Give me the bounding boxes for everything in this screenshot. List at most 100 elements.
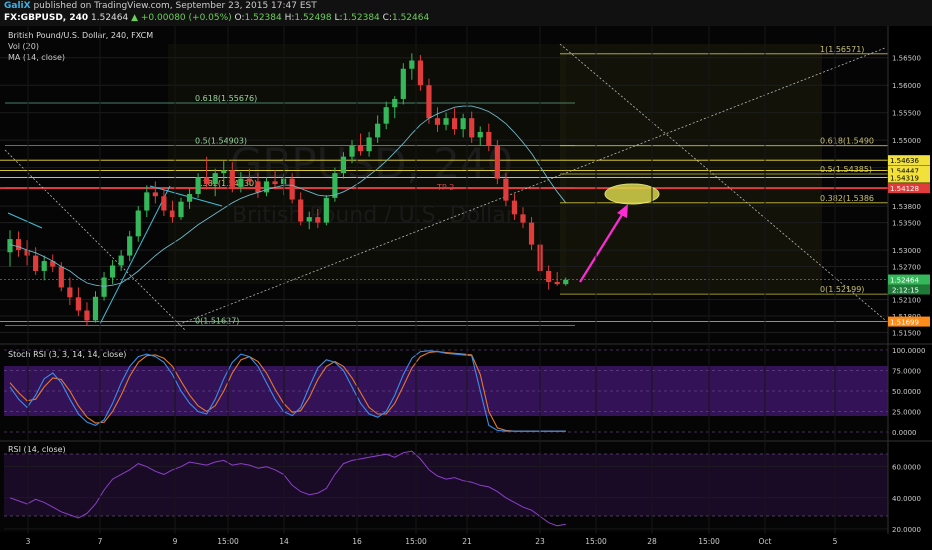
candle[interactable] xyxy=(392,96,398,119)
candle[interactable] xyxy=(75,287,81,317)
candle[interactable] xyxy=(144,185,150,218)
candle[interactable] xyxy=(92,291,99,323)
candle[interactable] xyxy=(84,302,90,326)
price-tag: 1.54447 xyxy=(888,165,930,176)
candle[interactable] xyxy=(7,230,13,267)
candlestick-series xyxy=(7,53,569,326)
candle[interactable] xyxy=(24,240,30,266)
candle[interactable] xyxy=(135,206,141,242)
candle[interactable] xyxy=(563,277,569,286)
price-tag: 1.54128 xyxy=(888,183,930,194)
candle[interactable] xyxy=(477,126,483,146)
candle[interactable] xyxy=(349,140,355,164)
candle[interactable] xyxy=(452,108,458,135)
close-value: 1.52464 xyxy=(391,13,430,23)
candle[interactable] xyxy=(503,173,509,207)
candle[interactable] xyxy=(212,168,218,197)
candle[interactable] xyxy=(494,140,500,185)
price-tick-label: 1.53800 xyxy=(892,203,921,211)
candle[interactable] xyxy=(400,63,406,105)
price-tick-label: 1.52700 xyxy=(892,264,921,272)
candle[interactable] xyxy=(272,170,278,190)
trendline-left[interactable] xyxy=(4,149,186,331)
trendline-up[interactable] xyxy=(174,47,886,327)
target-arrow[interactable] xyxy=(579,204,628,283)
candle[interactable] xyxy=(15,231,22,257)
channel-line-3[interactable] xyxy=(149,185,223,207)
stoch-tick-label: 50.0000 xyxy=(892,388,921,396)
svg-text:2:12:15: 2:12:15 xyxy=(892,287,919,295)
candle[interactable] xyxy=(375,115,381,143)
time-tick-label: 28 xyxy=(647,537,657,546)
price-tick-label: 1.53500 xyxy=(892,220,921,228)
open-label: O: xyxy=(234,13,245,23)
candle[interactable] xyxy=(417,54,423,91)
candle[interactable] xyxy=(289,173,295,204)
candle[interactable] xyxy=(383,101,389,130)
candle[interactable] xyxy=(426,78,432,124)
candle[interactable] xyxy=(298,192,304,226)
candle[interactable] xyxy=(357,133,364,156)
price-tag: 1.51699 xyxy=(888,316,930,327)
time-tick-label: 14 xyxy=(279,537,289,546)
candle[interactable] xyxy=(152,181,158,204)
candle[interactable] xyxy=(340,152,347,179)
candle[interactable] xyxy=(161,186,167,217)
candle[interactable] xyxy=(229,162,235,193)
time-tick-label: 9 xyxy=(173,537,178,546)
candle[interactable] xyxy=(186,188,193,209)
rsi-tick-label: 20.0000 xyxy=(892,526,921,534)
candle[interactable] xyxy=(409,53,415,80)
price-tag: 1.52464 xyxy=(888,274,930,285)
price-tick-label: 1.56500 xyxy=(892,55,921,63)
candle[interactable] xyxy=(169,200,176,223)
candle[interactable] xyxy=(323,195,329,226)
time-tick-label: 5 xyxy=(833,537,838,546)
price-pane[interactable] xyxy=(0,26,888,343)
candle[interactable] xyxy=(486,123,492,152)
low-label: L: xyxy=(334,13,343,23)
time-tick-label: 15:00 xyxy=(585,537,607,546)
symbol-label: FX:GBPUSD, 240 xyxy=(4,13,89,23)
candle[interactable] xyxy=(434,107,441,132)
candle[interactable] xyxy=(263,177,270,197)
stoch-tick-label: 25.0000 xyxy=(892,409,921,417)
time-axis[interactable]: 3 7 9 15:00 14 16 15:00 21 23 15:00 28 15:00 Oct 5 xyxy=(26,26,838,546)
candle[interactable] xyxy=(366,131,372,157)
candle[interactable] xyxy=(41,255,47,281)
candle[interactable] xyxy=(315,208,321,229)
candle[interactable] xyxy=(67,277,73,306)
candle[interactable] xyxy=(127,230,133,262)
candle[interactable] xyxy=(306,211,312,230)
candle[interactable] xyxy=(511,194,518,220)
candle[interactable] xyxy=(554,272,560,286)
candle[interactable] xyxy=(50,254,56,273)
channel-line-1[interactable] xyxy=(7,212,43,229)
candle[interactable] xyxy=(238,172,244,193)
author-name[interactable]: GaliX xyxy=(4,1,31,11)
candle[interactable] xyxy=(255,173,261,198)
svg-text:1.54636: 1.54636 xyxy=(890,157,919,165)
candle[interactable] xyxy=(221,161,227,185)
candle[interactable] xyxy=(332,167,338,202)
candle[interactable] xyxy=(469,111,475,143)
candle[interactable] xyxy=(195,173,201,198)
low-value: 1.52384 xyxy=(342,13,380,23)
candle[interactable] xyxy=(178,197,184,220)
candle[interactable] xyxy=(443,112,449,131)
trendline-down[interactable] xyxy=(559,43,886,321)
candle[interactable] xyxy=(546,265,552,290)
candle[interactable] xyxy=(118,250,124,271)
candle[interactable] xyxy=(528,217,535,251)
target-ellipse[interactable] xyxy=(604,183,660,205)
candle[interactable] xyxy=(204,156,210,190)
candle[interactable] xyxy=(520,207,526,229)
rsi-title: RSI (14, close) xyxy=(8,445,66,454)
candle[interactable] xyxy=(33,247,39,275)
fib-level-label: 0.618(1.5490 xyxy=(820,137,874,146)
candle[interactable] xyxy=(460,113,466,138)
candle[interactable] xyxy=(246,168,252,186)
candle[interactable] xyxy=(110,259,116,285)
channel-line-2[interactable] xyxy=(99,185,171,325)
